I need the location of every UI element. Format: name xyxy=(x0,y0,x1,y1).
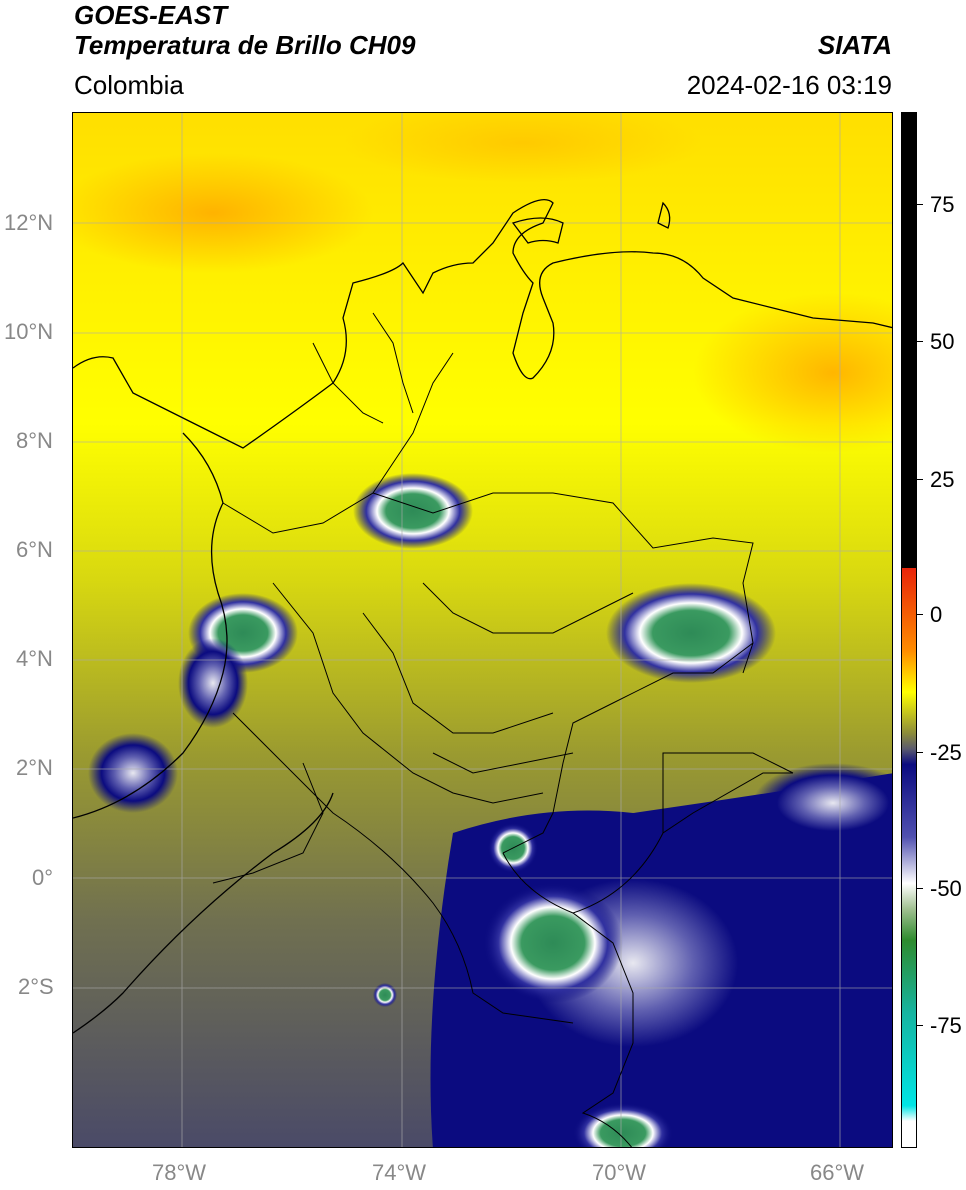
lat-tick-label: 2°N xyxy=(16,755,53,780)
satellite-map[interactable] xyxy=(72,112,893,1148)
colorbar-label: -25 xyxy=(930,740,962,765)
colorbar-label: -75 xyxy=(930,1013,962,1038)
title-satellite: GOES-EAST xyxy=(74,0,228,30)
storm-cell xyxy=(483,883,623,1003)
colorbar-tick xyxy=(917,204,923,205)
colorbar-label: 50 xyxy=(930,329,955,354)
region-label: Colombia xyxy=(74,70,184,100)
lon-tick-label: 70°W xyxy=(592,1160,647,1185)
storm-cell xyxy=(373,983,397,1007)
lat-tick-label: 0° xyxy=(32,865,54,890)
cold-cloud-region xyxy=(88,733,178,813)
storm-cell xyxy=(573,1103,673,1147)
colorbar-tick xyxy=(917,479,923,480)
cold-cloud-region xyxy=(178,638,248,728)
colorbar-tick xyxy=(917,1025,923,1026)
lon-tick-label: 74°W xyxy=(372,1160,427,1185)
admin-borders xyxy=(212,312,794,1147)
colorbar-tick xyxy=(917,888,923,889)
lat-tick-label: 10°N xyxy=(4,319,54,344)
colorbar-label: -50 xyxy=(930,876,962,901)
colorbar-label: 0 xyxy=(930,602,943,627)
warm-area xyxy=(343,113,703,183)
lat-tick-label: 8°N xyxy=(16,428,53,453)
colorbar-tick xyxy=(917,614,923,615)
map-svg xyxy=(73,113,892,1147)
lon-tick-label: 66°W xyxy=(810,1160,865,1185)
lat-tick-label: 2°S xyxy=(18,974,54,999)
colorbar-tick xyxy=(917,752,923,753)
organization-label: SIATA xyxy=(817,30,892,60)
cold-cloud-region xyxy=(753,763,892,843)
gridlines xyxy=(73,113,892,1147)
lat-tick-label: 12°N xyxy=(4,210,54,235)
colorbar xyxy=(901,112,917,1148)
lon-tick-label: 78°W xyxy=(152,1160,207,1185)
coastlines xyxy=(73,199,892,1034)
lat-tick-label: 4°N xyxy=(16,646,53,671)
title-product: Temperatura de Brillo CH09 xyxy=(74,30,416,60)
colorbar-label: 25 xyxy=(930,467,955,492)
warm-area xyxy=(73,153,373,273)
storm-cell xyxy=(606,583,776,683)
lat-tick-label: 6°N xyxy=(16,537,53,562)
colorbar-label: 75 xyxy=(930,192,955,217)
colorbar-tick xyxy=(917,341,923,342)
storm-cell xyxy=(353,473,473,549)
datetime-label: 2024-02-16 03:19 xyxy=(686,70,892,100)
